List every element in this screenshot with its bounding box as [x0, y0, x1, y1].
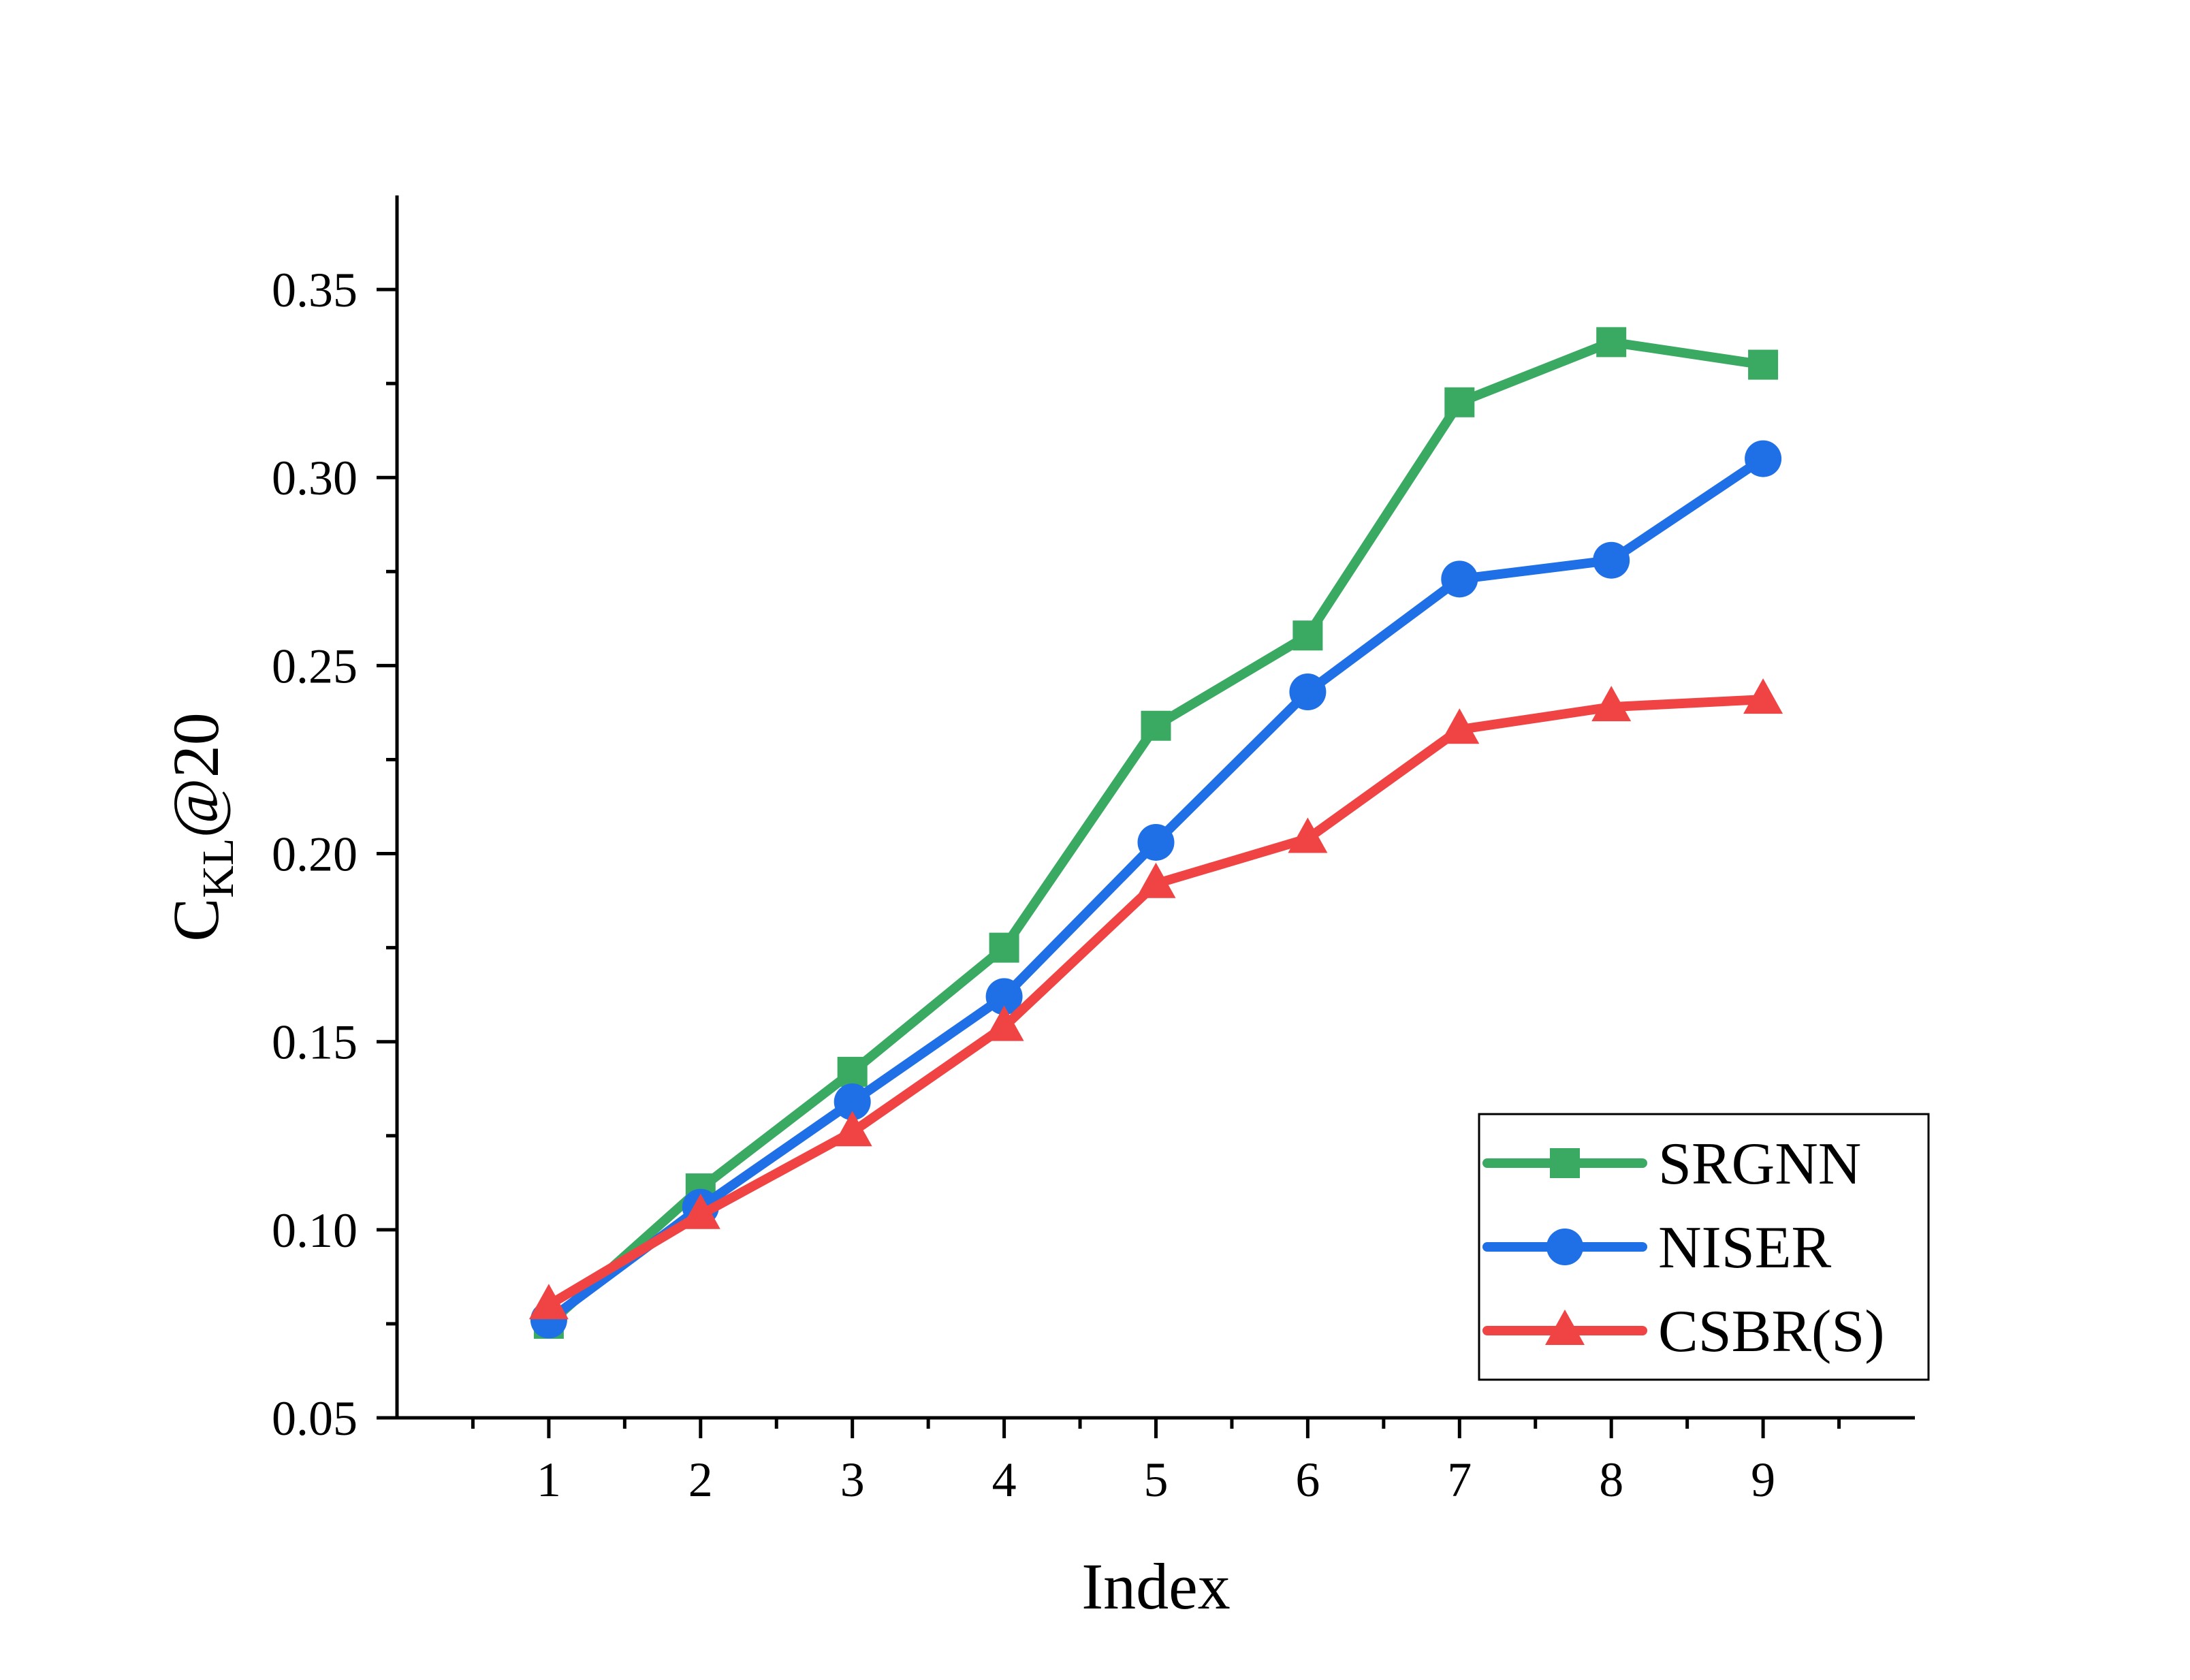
data-point [528, 1284, 569, 1320]
ticks: 0.05 0.10 0.15 0.20 0.25 0.30 0.35 1 2 3 4 5 6 7 8 9 [272, 263, 1841, 1507]
x-tick-label: 8 [1599, 1453, 1623, 1507]
data-point [1292, 620, 1323, 651]
legend-label: CSBR(S) [1658, 1299, 1885, 1365]
data-point [1591, 686, 1632, 722]
x-tick-label: 1 [537, 1453, 561, 1507]
y-tick-label: 0.15 [272, 1015, 358, 1070]
data-point [834, 1083, 871, 1121]
y-tick-label: 0.20 [272, 827, 358, 882]
data-point [832, 1111, 872, 1147]
axes [377, 195, 1915, 1420]
y-tick-label: 0.10 [272, 1203, 358, 1258]
legend-item: SRGNN [1482, 1131, 1861, 1197]
y-axis-title: CKL@20 [159, 712, 243, 941]
x-tick-label: 9 [1751, 1453, 1775, 1507]
y-tick-label: 0.05 [272, 1391, 358, 1446]
y-tick-label: 0.25 [272, 639, 358, 693]
y-axis-title-subscript: KL [193, 838, 243, 898]
legend-item: NISER [1482, 1215, 1832, 1281]
data-point [1748, 349, 1779, 380]
x-tick-label: 6 [1295, 1453, 1320, 1507]
data-point [1440, 708, 1480, 744]
legend: SRGNN NISER CSBR(S) [1478, 1113, 1930, 1381]
series-group [528, 327, 1783, 1339]
x-tick-label: 5 [1144, 1453, 1169, 1507]
data-point [989, 932, 1019, 963]
data-point [1289, 673, 1327, 711]
legend-item: CSBR(S) [1482, 1299, 1885, 1365]
data-point [837, 1056, 868, 1087]
data-point [1745, 440, 1782, 477]
data-point [680, 1193, 720, 1229]
x-tick-label: 4 [992, 1453, 1017, 1507]
legend-marker [1545, 1310, 1585, 1345]
legend-label: SRGNN [1658, 1131, 1861, 1197]
data-point [1136, 862, 1176, 898]
y-tick-label: 0.35 [272, 263, 358, 317]
x-tick-label: 3 [840, 1453, 865, 1507]
y-tick-label: 0.30 [272, 451, 358, 505]
legend-label: NISER [1658, 1215, 1832, 1281]
y-axis-title-suffix: @20 [159, 712, 232, 838]
data-point [1444, 387, 1475, 417]
data-point [1743, 678, 1783, 714]
data-point [1593, 541, 1630, 579]
legend-marker [1550, 1148, 1580, 1178]
data-point [1137, 823, 1175, 861]
data-point [1288, 817, 1328, 853]
y-axis-title-base: C [159, 898, 232, 942]
x-axis-title: Index [1081, 1550, 1231, 1623]
series-niser [530, 440, 1782, 1339]
x-tick-label: 2 [688, 1453, 713, 1507]
data-point [1141, 710, 1171, 741]
legend-marker [1546, 1229, 1583, 1265]
data-point [984, 1005, 1024, 1041]
x-tick-label: 7 [1447, 1453, 1472, 1507]
data-point [1441, 560, 1478, 598]
data-point [985, 978, 1023, 1015]
series-csbr-s [528, 678, 1783, 1320]
data-point [1596, 327, 1627, 358]
